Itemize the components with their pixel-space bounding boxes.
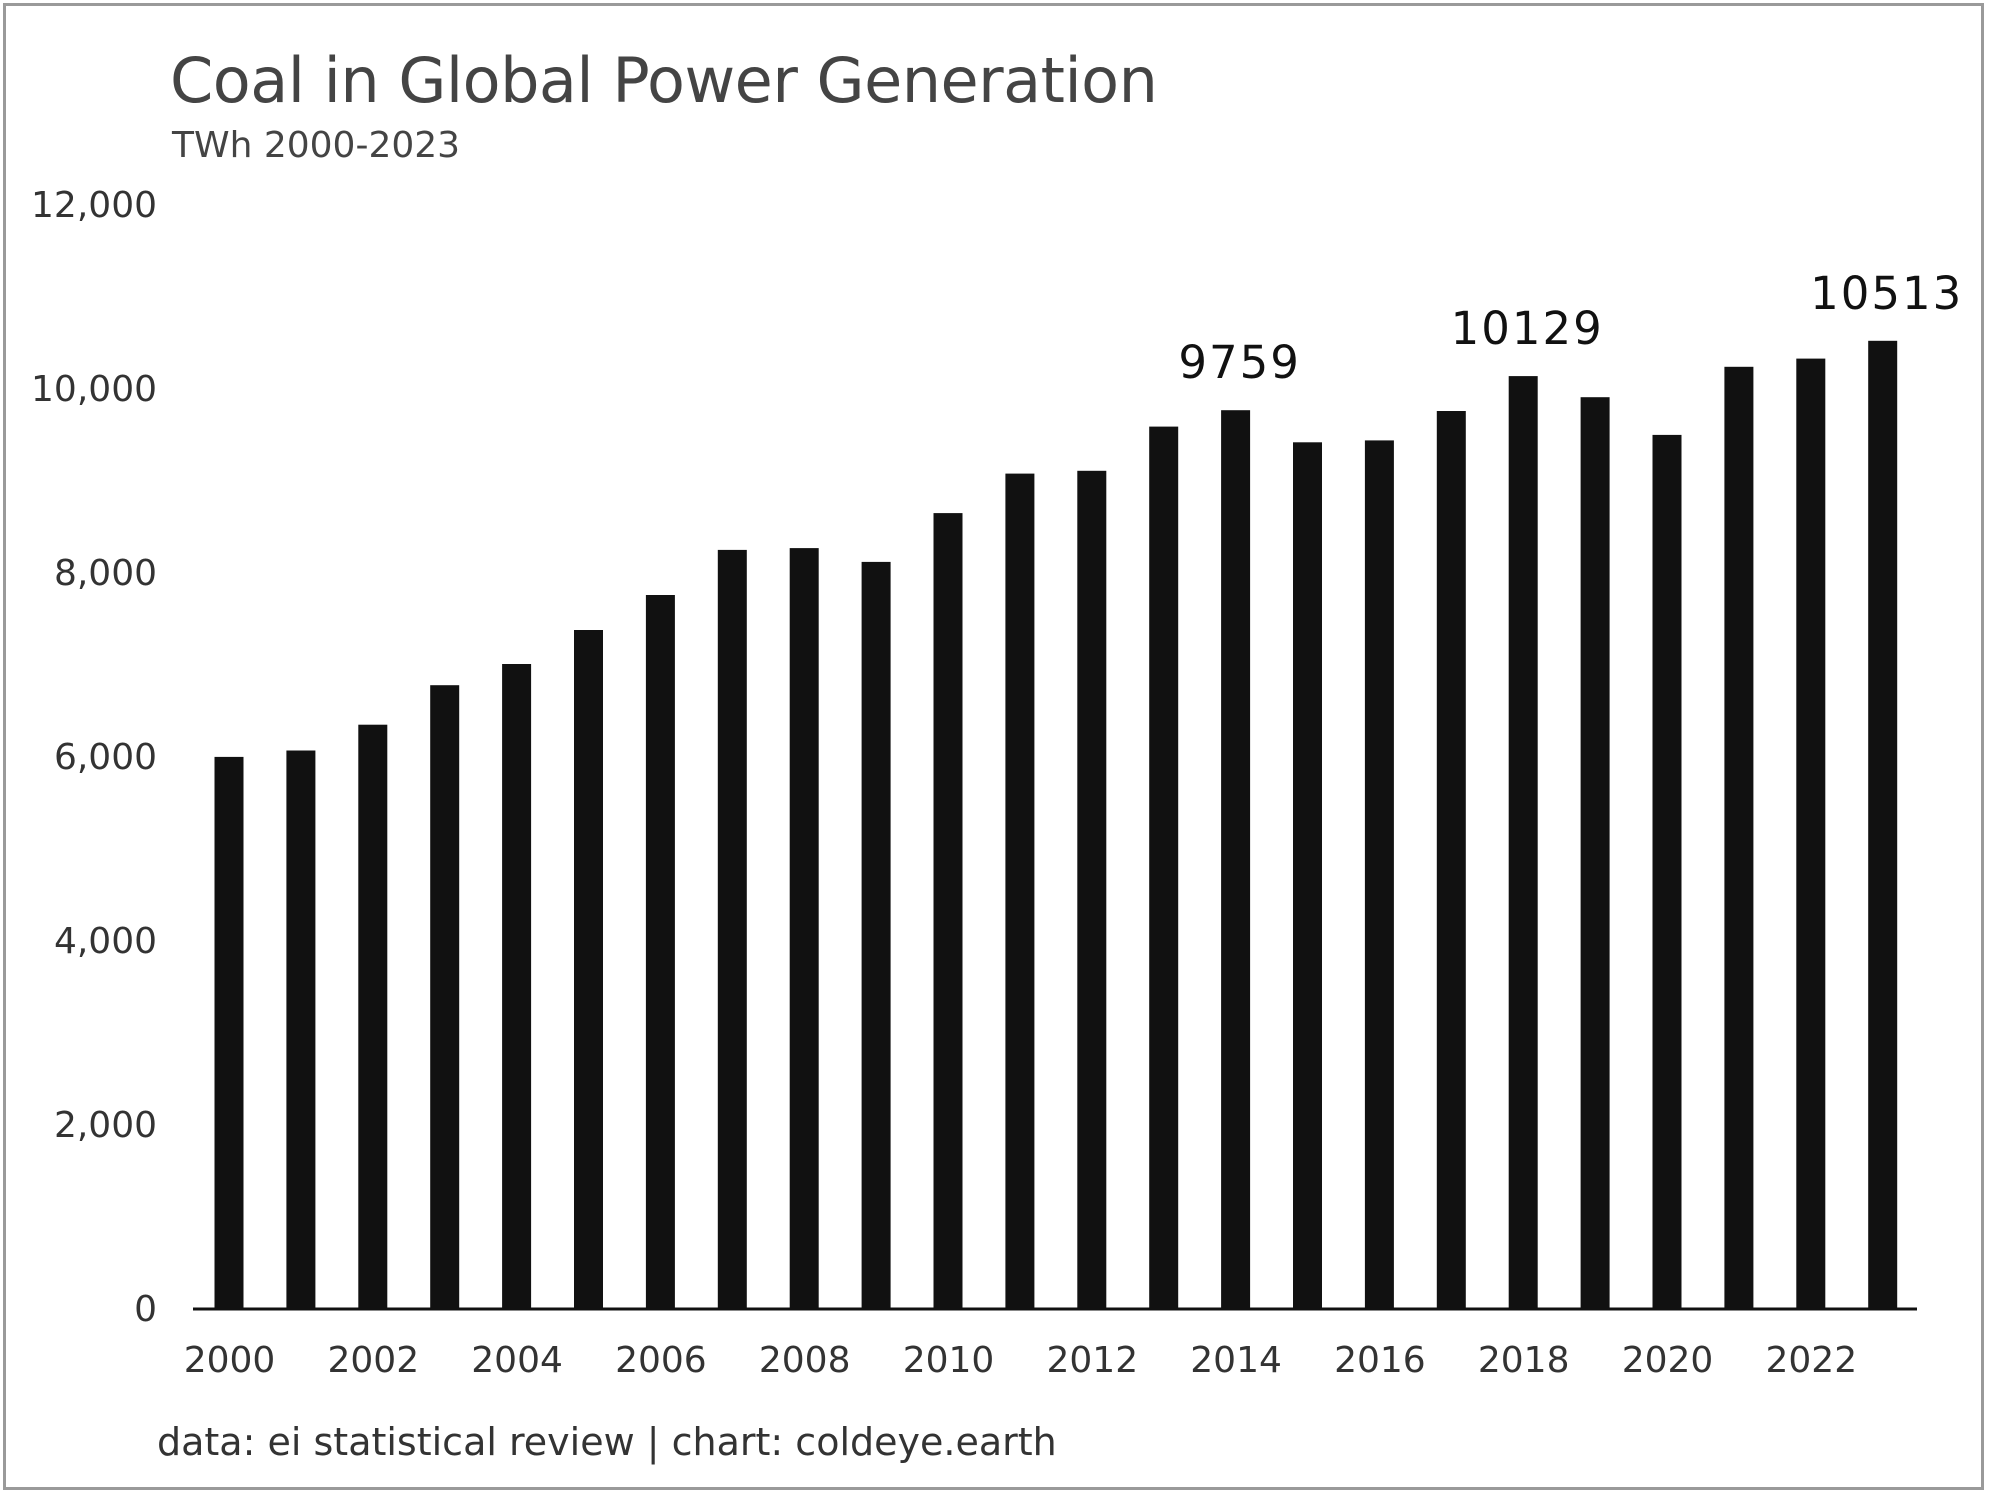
bar-2004 xyxy=(502,664,532,1308)
y-tick-label: 8,000 xyxy=(54,553,157,594)
bar-2012 xyxy=(1077,470,1107,1308)
bar-2017 xyxy=(1436,411,1466,1308)
bar-2001 xyxy=(286,750,316,1308)
x-tick-label: 2006 xyxy=(615,1340,707,1381)
bar-2016 xyxy=(1364,440,1394,1308)
bar-2013 xyxy=(1149,426,1179,1309)
bar-2023 xyxy=(1868,340,1898,1308)
y-tick-label: 10,000 xyxy=(31,369,157,410)
x-tick-label: 2020 xyxy=(1622,1340,1714,1381)
bar-2006 xyxy=(645,595,675,1308)
bar-2002 xyxy=(358,724,388,1308)
bar-2014 xyxy=(1221,410,1251,1308)
data-label-2018: 10129 xyxy=(1451,302,1604,355)
bar-2009 xyxy=(861,561,891,1308)
bar-2008 xyxy=(789,548,819,1308)
bars xyxy=(214,340,1898,1309)
x-tick-label: 2000 xyxy=(184,1340,276,1381)
x-tick-label: 2018 xyxy=(1478,1340,1570,1381)
x-tick-label: 2002 xyxy=(327,1340,419,1381)
data-labels: 9759 10129 10513 xyxy=(1178,267,1963,389)
y-tick-label: 6,000 xyxy=(54,737,157,778)
x-tick-label: 2014 xyxy=(1190,1340,1282,1381)
x-tick-label: 2016 xyxy=(1334,1340,1426,1381)
bar-2005 xyxy=(574,630,603,1308)
bar-2022 xyxy=(1796,358,1826,1309)
bar-2003 xyxy=(430,685,460,1308)
x-tick-label: 2008 xyxy=(759,1340,851,1381)
chart-title: Coal in Global Power Generation xyxy=(170,44,1158,117)
bar-2000 xyxy=(214,756,244,1308)
data-label-2014: 9759 xyxy=(1178,336,1301,389)
bar-2020 xyxy=(1652,434,1682,1308)
y-tick-label: 4,000 xyxy=(54,921,157,962)
x-axis-tick-labels: 2000 2002 2004 2006 2008 2010 2012 2014 2016 2018… xyxy=(184,1340,1857,1381)
bar-2010 xyxy=(933,513,963,1308)
x-tick-label: 2004 xyxy=(471,1340,563,1381)
bar-2021 xyxy=(1724,366,1754,1308)
bar-2007 xyxy=(717,549,747,1308)
chart-subtitle: TWh 2000-2023 xyxy=(172,125,461,166)
y-axis-tick-labels: 0 2,000 4,000 6,000 8,000 10,000 12,000 xyxy=(31,185,157,1330)
bar-2015 xyxy=(1293,442,1322,1308)
x-tick-label: 2010 xyxy=(903,1340,995,1381)
chart-source-note: data: ei statistical review | chart: col… xyxy=(157,1420,1057,1464)
data-label-2023: 10513 xyxy=(1810,267,1963,320)
bar-2011 xyxy=(1005,473,1035,1309)
y-tick-label: 2,000 xyxy=(54,1105,157,1146)
y-tick-label: 12,000 xyxy=(31,185,157,226)
x-tick-label: 2012 xyxy=(1046,1340,1138,1381)
x-tick-label: 2022 xyxy=(1765,1340,1857,1381)
bar-2018 xyxy=(1508,376,1538,1309)
bar-2019 xyxy=(1580,397,1610,1308)
y-tick-label: 0 xyxy=(134,1289,157,1330)
